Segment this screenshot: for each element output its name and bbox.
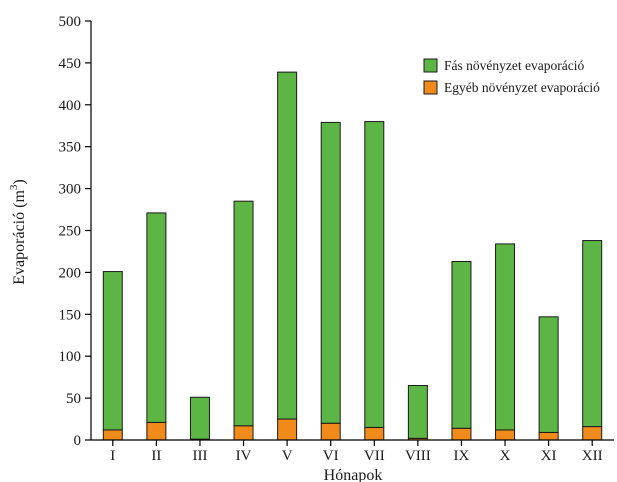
x-tick-label: X [500, 448, 511, 464]
bar-segment-egyeb-V [277, 418, 298, 441]
y-tick-label: 50 [66, 391, 81, 407]
bar-segment-fas-IV [233, 200, 254, 427]
x-tick-label: IX [454, 448, 470, 464]
bar-segment-egyeb-II [146, 421, 167, 441]
bar-segment-egyeb-IV [233, 425, 254, 441]
bar-segment-egyeb-VI [320, 422, 341, 441]
bar-segment-egyeb-VII [364, 426, 385, 441]
y-axis-label: Evaporáció (m3) [8, 179, 28, 284]
bar-segment-egyeb-I [102, 429, 123, 441]
legend-label: Fás növényzet evaporáció [444, 58, 584, 73]
legend-swatch [423, 80, 438, 95]
y-tick-label: 350 [59, 140, 82, 156]
x-tick-label: VIII [405, 448, 431, 464]
legend-swatch [423, 58, 438, 73]
y-tick-label: 250 [59, 224, 82, 240]
bar-segment-egyeb-XI [538, 431, 559, 441]
y-axis-label-superscript: 3 [8, 184, 20, 190]
bar-segment-fas-V [277, 71, 298, 420]
y-tick-label: 400 [59, 98, 82, 114]
bar-segment-fas-III [189, 396, 210, 440]
y-tick-label: 200 [59, 265, 82, 281]
x-tick-label: III [192, 448, 207, 464]
x-tick-label: XII [582, 448, 603, 464]
bars-group [102, 71, 603, 441]
bar-segment-fas-I [102, 271, 123, 431]
bar-segment-fas-IX [451, 261, 472, 429]
legend: Fás növényzet evaporáció Egyéb növényzet … [423, 58, 600, 95]
y-tick-label: 500 [59, 14, 82, 30]
y-ticks-group: 0 50 100 150 200 250 300 350 400 450 500 [59, 14, 91, 449]
bar-segment-fas-VI [320, 121, 341, 424]
bar-segment-fas-II [146, 212, 167, 423]
y-tick-label: 300 [59, 182, 82, 198]
y-tick-label: 0 [74, 433, 82, 449]
x-tick-label: IV [236, 448, 252, 464]
bar-segment-fas-VIII [407, 385, 428, 439]
x-tick-label: VI [323, 448, 339, 464]
bar-segment-fas-X [495, 243, 516, 431]
x-ticks-group: I II III IV V VI VII VIII IX X XI XII [110, 440, 603, 464]
legend-label: Egyéb növényzet evaporáció [444, 80, 600, 95]
x-tick-label: V [282, 448, 293, 464]
bar-segment-egyeb-IX [451, 427, 472, 441]
y-tick-label: 150 [59, 307, 82, 323]
x-tick-label: VII [364, 448, 385, 464]
bar-segment-fas-VII [364, 121, 385, 428]
x-tick-label: XI [541, 448, 557, 464]
y-tick-label: 450 [59, 56, 82, 72]
y-tick-label: 100 [59, 349, 82, 365]
x-tick-label: II [151, 448, 161, 464]
bar-segment-egyeb-X [495, 429, 516, 441]
x-tick-label: I [110, 448, 115, 464]
bar-segment-fas-XI [538, 316, 559, 433]
bar-segment-egyeb-XII [582, 426, 603, 441]
bar-segment-fas-XII [582, 240, 603, 428]
x-axis-label: Hónapok [324, 467, 383, 482]
